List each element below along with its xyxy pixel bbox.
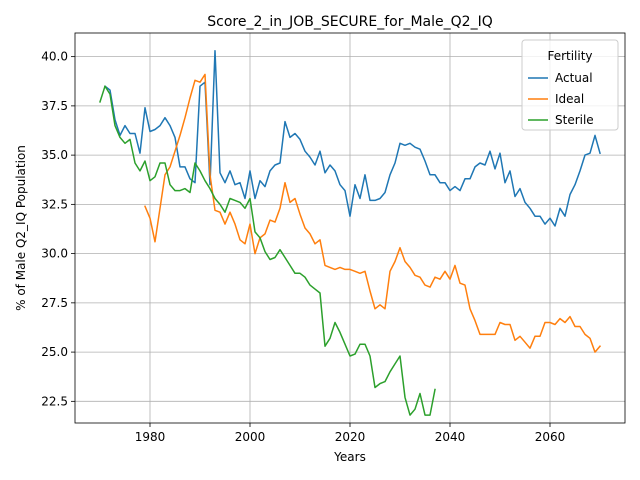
y-tick-label: 27.5	[41, 296, 68, 310]
legend-label-actual: Actual	[555, 71, 593, 85]
chart-title: Score_2_in_JOB_SECURE_for_Male_Q2_IQ	[207, 14, 492, 30]
y-tick-label: 25.0	[41, 345, 68, 359]
y-axis-label: % of Male Q2_IQ Population	[14, 145, 28, 311]
x-tick-label: 2040	[435, 430, 466, 444]
y-tick-label: 22.5	[41, 394, 68, 408]
y-tick-label: 30.0	[41, 247, 68, 261]
x-axis-label: Years	[333, 450, 366, 464]
series-line-actual	[103, 49, 601, 227]
x-axis-ticks: 1980 2000 2020 2040 2060	[135, 423, 566, 444]
x-tick-label: 2060	[535, 430, 566, 444]
y-axis-ticks: 22.5 25.0 27.5 30.0 32.5 35.0 37.5 40.0	[41, 50, 75, 408]
series-line-sterile	[99, 85, 436, 416]
legend-title: Fertility	[547, 49, 592, 63]
x-tick-label: 2020	[335, 430, 366, 444]
legend: Fertility Actual Ideal Sterile	[521, 39, 619, 131]
y-tick-label: 32.5	[41, 197, 68, 211]
x-tick-label: 1980	[135, 430, 166, 444]
legend-label-ideal: Ideal	[555, 92, 584, 106]
x-tick-label: 2000	[235, 430, 266, 444]
y-tick-label: 40.0	[41, 50, 68, 64]
series-line-ideal	[144, 73, 602, 353]
legend-box	[521, 39, 619, 131]
legend-label-sterile: Sterile	[555, 113, 594, 127]
y-tick-label: 37.5	[41, 99, 68, 113]
y-tick-label: 35.0	[41, 148, 68, 162]
series-lines	[99, 49, 602, 416]
